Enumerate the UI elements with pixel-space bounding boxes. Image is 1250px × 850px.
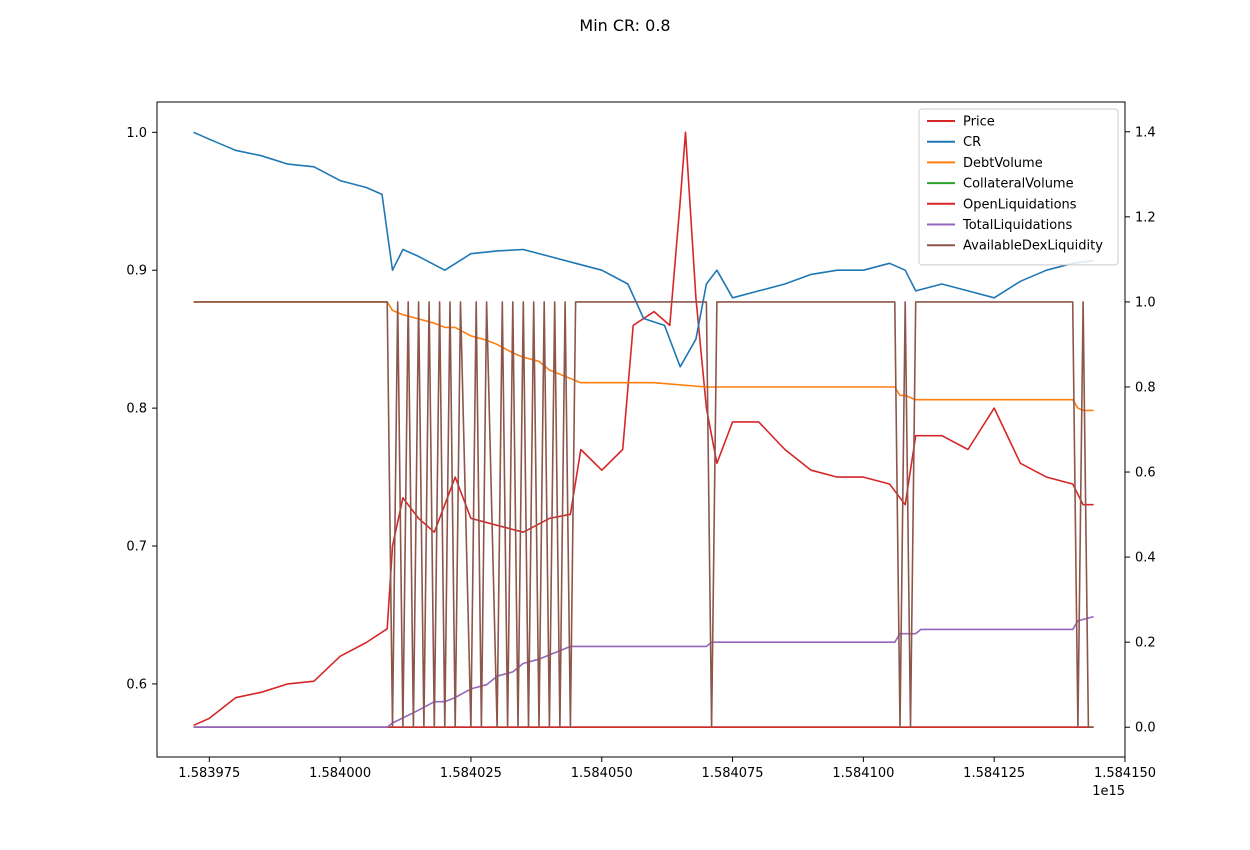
left-y-tick-label: 1.0 (126, 126, 147, 141)
series-line-cr (193, 131, 1094, 368)
x-tick-label: 1.584025 (440, 766, 502, 781)
x-tick-label: 1.584125 (963, 766, 1025, 781)
right-y-tick-label: 1.0 (1135, 295, 1156, 310)
x-tick-label: 1.584150 (1094, 766, 1156, 781)
x-offset-label: 1e15 (1092, 784, 1125, 799)
series-line-total-liquidations (193, 615, 1094, 729)
x-tick-label: 1.583975 (178, 766, 240, 781)
right-y-tick-label: 0.6 (1135, 466, 1156, 481)
plot-area (193, 131, 1094, 729)
legend-label-open-liquidations: OpenLiquidations (963, 197, 1077, 212)
legend: Price CR DebtVolume CollateralVolume OpenLiq… (918, 108, 1119, 266)
chart-title: Min CR: 0.8 (579, 16, 670, 35)
legend-label-collateral-volume: CollateralVolume (963, 177, 1074, 192)
right-y-tick-label: 0.4 (1135, 551, 1156, 566)
axes: 1.583975 1.584000 1.584025 1.584050 1.584075… (126, 101, 1156, 799)
legend-label-price: Price (963, 115, 995, 130)
right-y-tick-label: 0.8 (1135, 380, 1156, 395)
series-line-available-dex-liquidity (193, 301, 1094, 729)
left-y-tick-label: 0.6 (126, 677, 147, 692)
legend-label-debt-volume: DebtVolume (963, 156, 1043, 171)
right-y-tick-label: 1.2 (1135, 210, 1156, 225)
x-tick-label: 1.584075 (702, 766, 764, 781)
legend-label-total-liquidations: TotalLiquidations (962, 218, 1072, 233)
left-y-tick-label: 0.7 (126, 540, 147, 555)
axes-frame (156, 101, 1126, 758)
x-tick-label: 1.584050 (571, 766, 633, 781)
x-tick-label: 1.584000 (309, 766, 371, 781)
legend-label-cr: CR (963, 135, 981, 150)
left-y-tick-label: 0.8 (126, 402, 147, 417)
right-y-tick-label: 0.2 (1135, 636, 1156, 651)
left-y-tick-label: 0.9 (126, 264, 147, 279)
right-y-tick-label: 1.4 (1135, 125, 1156, 140)
right-y-tick-label: 0.0 (1135, 721, 1156, 736)
x-tick-label: 1.584100 (832, 766, 894, 781)
legend-box (918, 108, 1119, 266)
legend-label-available-dex-liquidity: AvailableDexLiquidity (963, 239, 1103, 254)
